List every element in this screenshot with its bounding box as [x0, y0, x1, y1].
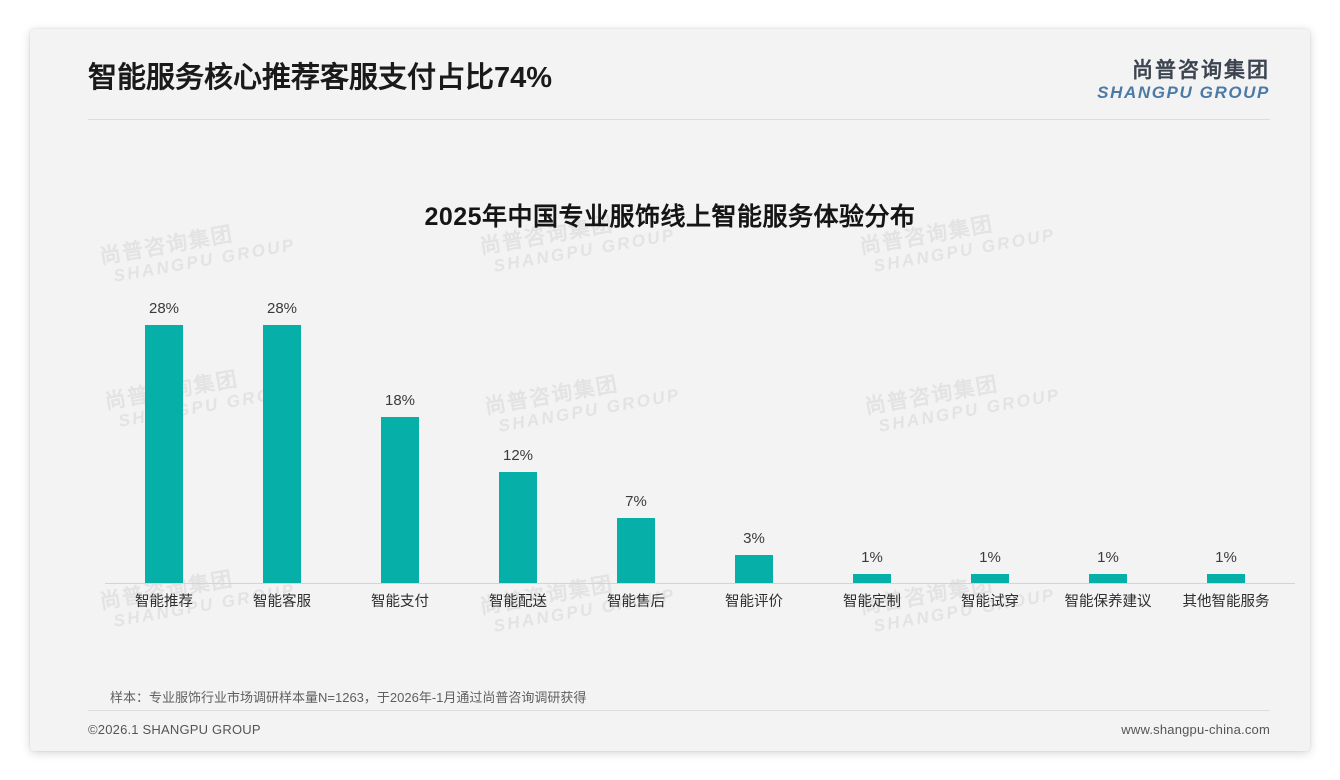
bar-group: 12% 智能配送 [459, 258, 577, 610]
bar[interactable] [1207, 574, 1245, 583]
bar-group: 1% 其他智能服务 [1167, 258, 1285, 610]
bar-value-label: 28% [266, 300, 298, 317]
slide-header: 智能服务核心推荐客服支付占比74% 尚普咨询集团 SHANGPU GROUP [30, 29, 1310, 119]
bar-value-label: 1% [979, 549, 1001, 566]
bar-value-label: 1% [1097, 549, 1119, 566]
footer-website: www.shangpu-china.com [1121, 722, 1270, 737]
chart-footnote: 样本：专业服饰行业市场调研样本量N=1263，于2026年-1月通过尚普咨询调研… [110, 690, 587, 705]
bar-value-label: 28% [148, 300, 180, 317]
bar-value-label: 18% [384, 392, 416, 409]
x-axis-label: 智能评价 [725, 594, 783, 610]
bar[interactable] [617, 518, 655, 583]
bar-group: 7% 智能售后 [577, 258, 695, 610]
page-title: 智能服务核心推荐客服支付占比74% [88, 62, 553, 94]
bar-value-label: 1% [1215, 549, 1237, 566]
logo-text-en: SHANGPU GROUP [1097, 82, 1270, 102]
brand-logo: 尚普咨询集团 SHANGPU GROUP [1097, 59, 1270, 102]
bar-group: 28% 智能推荐 [105, 258, 223, 610]
x-axis-line [105, 583, 1295, 584]
x-axis-label: 智能售后 [607, 594, 665, 610]
x-axis-label: 其他智能服务 [1182, 594, 1270, 610]
bar-group: 3% 智能评价 [695, 258, 813, 610]
bar-value-label: 1% [861, 549, 883, 566]
x-axis-label: 智能保养建议 [1064, 594, 1152, 610]
bar-value-label: 3% [743, 530, 765, 547]
chart-container: 2025年中国专业服饰线上智能服务体验分布 28% 智能推荐 28% 智能客服 18% 智… [30, 129, 1310, 649]
x-axis-label: 智能推荐 [135, 594, 193, 610]
bar[interactable] [971, 574, 1009, 583]
bar-value-label: 7% [625, 493, 647, 510]
bar-value-label: 12% [502, 447, 534, 464]
x-axis-label: 智能定制 [843, 594, 901, 610]
bar-group: 1% 智能定制 [813, 258, 931, 610]
bar-group: 28% 智能客服 [223, 258, 341, 610]
bar[interactable] [381, 417, 419, 583]
bar[interactable] [735, 555, 773, 583]
bar[interactable] [1089, 574, 1127, 583]
slide-canvas: 尚普咨询集团 SHANGPU GROUP 尚普咨询集团 SHANGPU GROU… [30, 29, 1310, 751]
slide-footer: ©2026.1 SHANGPU GROUP www.shangpu-china.… [30, 710, 1310, 751]
bar[interactable] [499, 472, 537, 583]
x-axis-label: 智能支付 [371, 594, 429, 610]
x-axis-label: 智能试穿 [961, 594, 1019, 610]
footer-divider [88, 710, 1270, 711]
bar-group: 1% 智能试穿 [931, 258, 1049, 610]
chart-title: 2025年中国专业服饰线上智能服务体验分布 [424, 203, 916, 231]
logo-text-cn: 尚普咨询集团 [1132, 59, 1270, 82]
x-axis-label: 智能客服 [253, 594, 311, 610]
footer-copyright: ©2026.1 SHANGPU GROUP [88, 722, 261, 737]
header-divider [88, 119, 1270, 120]
bar-chart-plot: 28% 智能推荐 28% 智能客服 18% 智能支付 12% 智能配送 7% 智能售后 3% 智能评价… [75, 258, 1310, 610]
bar-group: 1% 智能保养建议 [1049, 258, 1167, 610]
x-axis-label: 智能配送 [489, 594, 547, 610]
bar[interactable] [263, 325, 301, 583]
bar[interactable] [853, 574, 891, 583]
bar[interactable] [145, 325, 183, 583]
bar-group: 18% 智能支付 [341, 258, 459, 610]
